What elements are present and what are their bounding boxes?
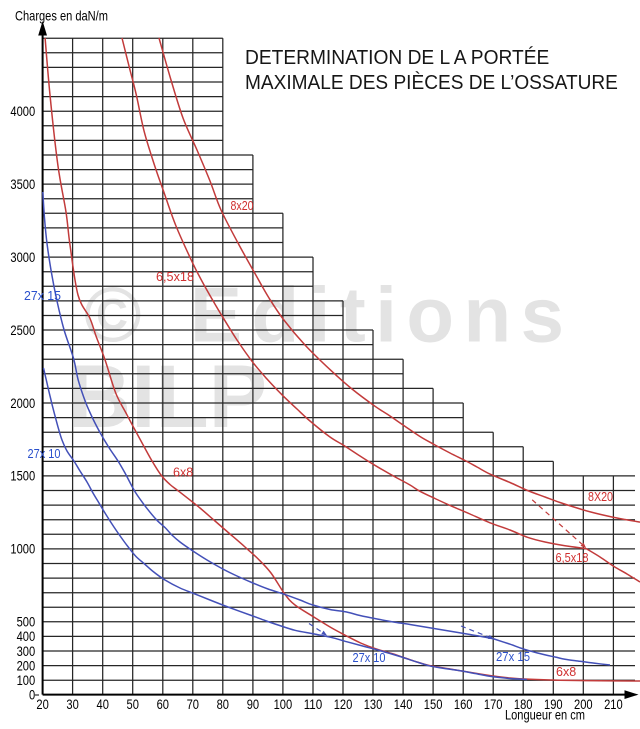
svg-text:4000: 4000	[10, 104, 35, 119]
svg-text:70: 70	[187, 697, 199, 712]
svg-text:DETERMINATION DE L A PORTÉE: DETERMINATION DE L A PORTÉE	[245, 46, 549, 69]
svg-text:0: 0	[29, 688, 35, 703]
svg-text:90: 90	[247, 697, 259, 712]
svg-text:8X20: 8X20	[588, 490, 613, 504]
svg-text:140: 140	[394, 697, 413, 712]
svg-text:500: 500	[17, 615, 36, 630]
svg-text:3000: 3000	[10, 250, 35, 265]
svg-text:200: 200	[574, 697, 593, 712]
svg-text:BILP: BILP	[68, 346, 267, 446]
svg-text:200: 200	[17, 658, 36, 673]
svg-text:1000: 1000	[10, 542, 35, 557]
svg-text:6x8: 6x8	[173, 466, 193, 480]
svg-text:20: 20	[36, 697, 48, 712]
svg-text:60: 60	[157, 697, 169, 712]
svg-text:180: 180	[514, 697, 533, 712]
svg-text:40: 40	[97, 697, 109, 712]
svg-text:6,5x18: 6,5x18	[156, 270, 194, 284]
svg-text:210: 210	[604, 697, 623, 712]
svg-text:400: 400	[17, 629, 36, 644]
svg-text:6x8: 6x8	[556, 665, 576, 679]
svg-text:27x 10: 27x 10	[28, 447, 61, 461]
svg-text:©: ©	[84, 271, 141, 359]
svg-text:130: 130	[364, 697, 383, 712]
svg-text:3500: 3500	[10, 177, 35, 192]
svg-text:Longueur en cm: Longueur en cm	[505, 707, 585, 723]
svg-text:150: 150	[424, 697, 443, 712]
svg-text:100: 100	[274, 697, 293, 712]
svg-text:6,5x18: 6,5x18	[556, 551, 589, 565]
svg-text:2000: 2000	[10, 396, 35, 411]
svg-text:160: 160	[454, 697, 473, 712]
svg-text:8x20: 8x20	[231, 199, 254, 213]
svg-text:100: 100	[17, 673, 36, 688]
svg-text:30: 30	[66, 697, 78, 712]
svg-text:27x 15: 27x 15	[496, 650, 530, 664]
svg-text:27x 10: 27x 10	[353, 651, 386, 665]
svg-text:80: 80	[217, 697, 229, 712]
svg-text:300: 300	[17, 644, 36, 659]
svg-text:27x 15: 27x 15	[24, 289, 61, 303]
svg-text:110: 110	[304, 697, 323, 712]
svg-text:170: 170	[484, 697, 503, 712]
svg-text:2500: 2500	[10, 323, 35, 338]
svg-text:120: 120	[334, 697, 353, 712]
svg-text:Charges en daN/m: Charges en daN/m	[15, 8, 108, 24]
svg-text:190: 190	[544, 697, 563, 712]
svg-text:1500: 1500	[10, 469, 35, 484]
svg-text:MAXIMALE DES PIÈCES DE L’OSSAT: MAXIMALE DES PIÈCES DE L’OSSATURE	[245, 71, 618, 94]
svg-text:50: 50	[127, 697, 139, 712]
